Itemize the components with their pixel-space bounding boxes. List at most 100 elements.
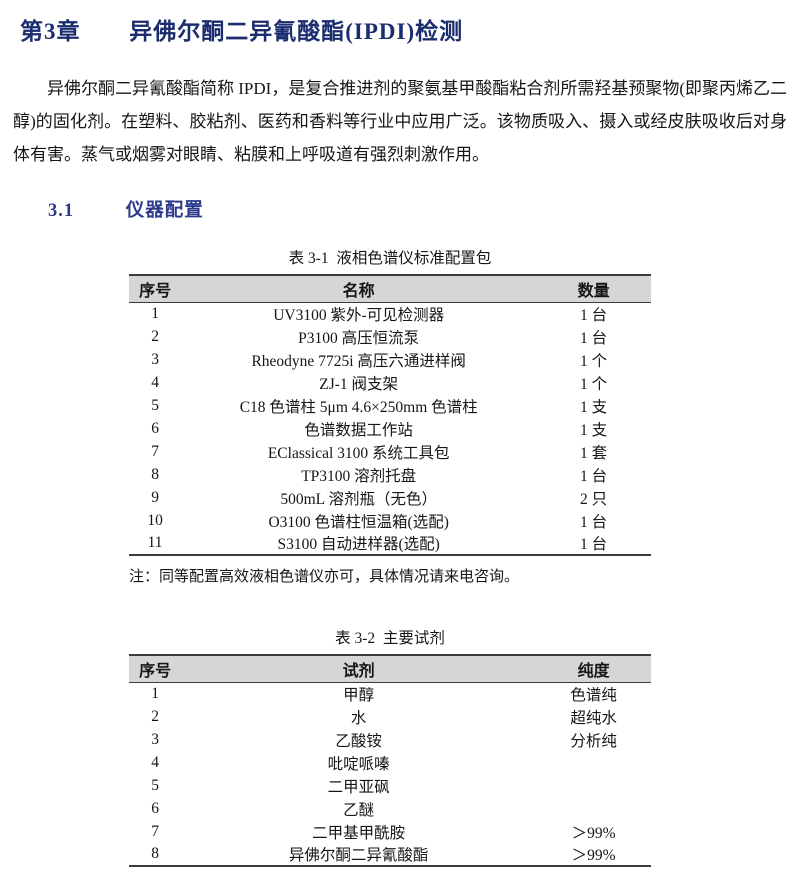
table-cell: 乙醚 — [343, 801, 375, 819]
table-row: 3 乙酸铵 分析纯 — [129, 728, 651, 751]
chapter-number: 第3章 — [20, 19, 81, 44]
table-cell: 8 — [151, 465, 159, 483]
table-cell: 甲醇 — [343, 686, 375, 704]
instrument-table-header-index: 序号 — [129, 275, 182, 303]
table-cell: 二甲亚砜 — [327, 778, 390, 796]
table-row: 10 O3100 色谱柱恒温箱(选配) 1 台 — [129, 509, 651, 532]
table-row: 7 EClassical 3100 系统工具包 1 套 — [129, 440, 651, 463]
table-row: 11 S3100 自动进样器(选配) 1 台 — [129, 532, 651, 555]
instrument-table-container: 表 3-1 液相色谱仪标准配置包 序号 名称 数量 1 UV3100 紫外-可见检… — [129, 246, 651, 586]
table-cell — [536, 797, 651, 820]
table-cell — [536, 774, 651, 797]
table-cell: 3 — [151, 350, 159, 368]
table-cell: 7 — [151, 822, 159, 840]
chapter-heading: 第3章 异佛尔酮二异氰酸酯(IPDI)检测 — [0, 0, 800, 46]
table-row: 2 P3100 高压恒流泵 1 台 — [129, 325, 651, 348]
table-cell: ZJ-1 阀支架 — [319, 375, 399, 393]
table-cell: UV3100 紫外-可见检测器 — [273, 306, 445, 324]
table-cell: 1 台 — [580, 513, 608, 531]
table-cell: TP3100 溶剂托盘 — [301, 467, 417, 485]
table-cell: P3100 高压恒流泵 — [298, 329, 420, 347]
section-heading: 3.1 仪器配置 — [48, 196, 800, 222]
table-cell: Rheodyne 7725i 高压六通进样阀 — [251, 352, 466, 370]
instrument-table-caption: 表 3-1 液相色谱仪标准配置包 — [288, 250, 492, 267]
table-cell — [536, 751, 651, 774]
reagent-table: 序号 试剂 纯度 1 甲醇 色谱纯 2 水 超纯水 3 乙酸铵 分析纯 4 吡啶哌嗪 5 二甲亚砜 6 乙醚… — [129, 654, 651, 867]
table-cell: 8 — [151, 845, 159, 862]
table-row: 5 二甲亚砜 — [129, 774, 651, 797]
table-cell: ＞99% — [571, 847, 616, 864]
table-cell: 1 支 — [580, 421, 608, 439]
table-row: 6 色谱数据工作站 1 支 — [129, 417, 651, 440]
reagent-table-caption: 表 3-2 主要试剂 — [335, 630, 445, 647]
table-cell: 4 — [151, 373, 159, 391]
table-cell: 异佛尔酮二异氰酸酯 — [288, 847, 429, 864]
table-row: 4 ZJ-1 阀支架 1 个 — [129, 371, 651, 394]
table-cell: 5 — [151, 776, 159, 794]
reagent-table-header-row: 序号 试剂 纯度 — [129, 655, 651, 683]
table-cell: 1 台 — [580, 306, 608, 324]
table-cell: 6 — [151, 799, 159, 817]
table-cell: 吡啶哌嗪 — [327, 755, 390, 773]
table-row: 9 500mL 溶剂瓶（无色） 2 只 — [129, 486, 651, 509]
table-cell: 4 — [151, 753, 159, 771]
table-cell: 1 台 — [580, 467, 608, 485]
table-cell: 6 — [151, 419, 159, 437]
reagent-table-container: 表 3-2 主要试剂 序号 试剂 纯度 1 甲醇 色谱纯 2 水 超纯水 3 乙酸铵 分析纯 4 吡… — [129, 626, 651, 867]
table-cell: 1 台 — [580, 536, 608, 553]
instrument-table-body: 1 UV3100 紫外-可见检测器 1 台 2 P3100 高压恒流泵 1 台 3 Rheod… — [129, 302, 651, 555]
table-cell: 1 支 — [580, 398, 608, 416]
table-cell: 2 — [151, 327, 159, 345]
table-cell: 10 — [147, 511, 163, 529]
table-row: 4 吡啶哌嗪 — [129, 751, 651, 774]
table-row: 7 二甲基甲酰胺 ＞99% — [129, 820, 651, 843]
document-page: 第3章 异佛尔酮二异氰酸酯(IPDI)检测 异佛尔酮二异氰酸酯简称 IPDI，是… — [0, 0, 800, 867]
table-row: 8 异佛尔酮二异氰酸酯 ＞99% — [129, 843, 651, 866]
table-cell: 二甲基甲酰胺 — [312, 824, 406, 842]
table-cell: 5 — [151, 396, 159, 414]
table-cell: C18 色谱柱 5μm 4.6×250mm 色谱柱 — [239, 398, 478, 416]
instrument-table: 序号 名称 数量 1 UV3100 紫外-可见检测器 1 台 2 P3100 高压恒流泵… — [129, 274, 651, 556]
table-cell: 500mL 溶剂瓶（无色） — [280, 490, 437, 508]
instrument-table-header-qty: 数量 — [536, 275, 651, 303]
instrument-table-header-row: 序号 名称 数量 — [129, 275, 651, 303]
table-row: 2 水 超纯水 — [129, 705, 651, 728]
table-row: 5 C18 色谱柱 5μm 4.6×250mm 色谱柱 1 支 — [129, 394, 651, 417]
table-cell: S3100 自动进样器(选配) — [277, 536, 440, 553]
table-cell: 乙酸铵 — [335, 732, 382, 750]
reagent-table-header-purity: 纯度 — [536, 655, 651, 683]
reagent-table-body: 1 甲醇 色谱纯 2 水 超纯水 3 乙酸铵 分析纯 4 吡啶哌嗪 5 二甲亚砜 6 乙醚 7 二甲基甲酰胺 ＞9… — [129, 682, 651, 866]
intro-paragraph: 异佛尔酮二异氰酸酯简称 IPDI，是复合推进剂的聚氨基甲酸酯粘合剂所需羟基预聚物… — [13, 79, 787, 164]
table-row: 6 乙醚 — [129, 797, 651, 820]
table-cell: 超纯水 — [570, 709, 617, 727]
table-cell: 1 个 — [580, 352, 608, 370]
table-row: 3 Rheodyne 7725i 高压六通进样阀 1 个 — [129, 348, 651, 371]
table-cell: 1 — [151, 684, 159, 702]
table-cell: EClassical 3100 系统工具包 — [267, 444, 450, 462]
table-cell: 7 — [151, 442, 159, 460]
table-cell: 2 — [151, 707, 159, 725]
table-cell: 1 — [151, 304, 159, 322]
table-row: 1 甲醇 色谱纯 — [129, 682, 651, 705]
table-cell: 2 只 — [580, 490, 608, 508]
reagent-table-header-name: 试剂 — [181, 655, 537, 683]
table-row: 8 TP3100 溶剂托盘 1 台 — [129, 463, 651, 486]
chapter-title: 异佛尔酮二异氰酸酯(IPDI)检测 — [129, 19, 464, 44]
table-cell: 分析纯 — [570, 732, 617, 750]
table-cell: 1 套 — [580, 444, 608, 462]
table-cell: 1 个 — [580, 375, 608, 393]
table-cell: 9 — [151, 488, 159, 506]
section-title: 仪器配置 — [125, 201, 204, 221]
table-row: 1 UV3100 紫外-可见检测器 1 台 — [129, 302, 651, 325]
table-cell: 11 — [147, 534, 163, 551]
instrument-table-header-name: 名称 — [181, 275, 537, 303]
section-number: 3.1 — [48, 201, 75, 221]
reagent-table-header-index: 序号 — [129, 655, 182, 683]
table-cell: O3100 色谱柱恒温箱(选配) — [268, 513, 449, 531]
table-cell: 1 台 — [580, 329, 608, 347]
instrument-table-note: 注：同等配置高效液相色谱仪亦可，具体情况请来电咨询。 — [129, 569, 520, 585]
table-cell: 色谱数据工作站 — [304, 421, 413, 439]
table-cell: ＞99% — [571, 824, 616, 842]
table-cell: 3 — [151, 730, 159, 748]
table-cell: 水 — [350, 709, 367, 727]
